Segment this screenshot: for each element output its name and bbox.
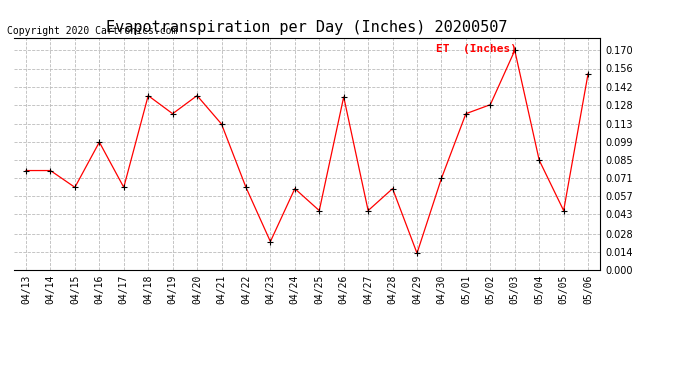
Text: Copyright 2020 Cartronics.com: Copyright 2020 Cartronics.com <box>7 26 177 36</box>
Text: ET  (Inches): ET (Inches) <box>436 45 517 54</box>
Title: Evapotranspiration per Day (Inches) 20200507: Evapotranspiration per Day (Inches) 2020… <box>106 20 508 35</box>
